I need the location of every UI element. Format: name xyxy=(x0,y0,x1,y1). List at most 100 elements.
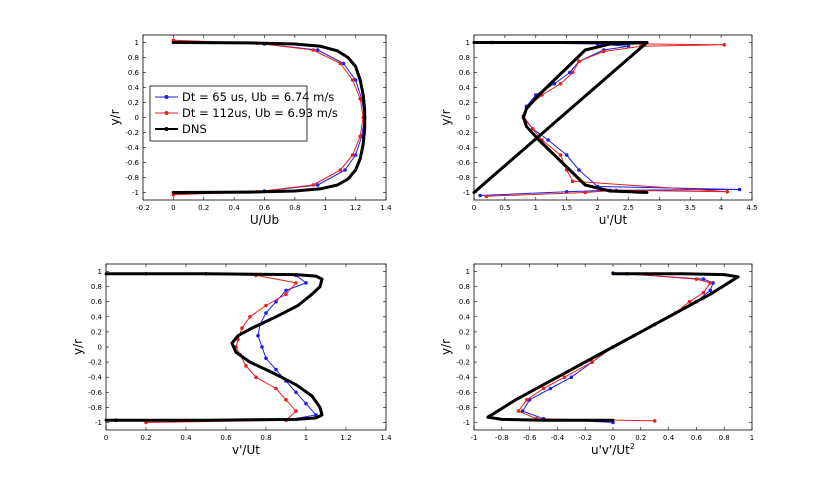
data-point xyxy=(701,290,706,295)
y-tick-label: 0.8 xyxy=(91,283,102,291)
x-tick-label: 1 xyxy=(750,434,754,442)
data-point xyxy=(354,168,357,172)
data-point xyxy=(522,116,525,119)
x-tick-label: 1.2 xyxy=(340,434,351,442)
data-point xyxy=(541,386,546,391)
data-point xyxy=(562,375,567,380)
y-axis-label: y/r xyxy=(439,339,453,355)
data-point xyxy=(338,61,343,66)
data-point xyxy=(358,78,362,82)
y-tick-label: 0.4 xyxy=(91,313,103,321)
data-point xyxy=(353,78,358,82)
y-tick-label: 0 xyxy=(135,114,139,122)
data-point xyxy=(358,157,362,161)
data-point xyxy=(296,304,300,307)
x-tick-label: -0.6 xyxy=(523,434,537,442)
data-point xyxy=(558,153,563,157)
x-axis-label-text: U/Ub xyxy=(250,213,279,227)
data-point xyxy=(472,41,476,44)
data-point xyxy=(314,274,318,278)
data-point xyxy=(568,63,572,67)
x-tick-label: 1.4 xyxy=(380,434,392,442)
data-point xyxy=(204,418,208,422)
x-tick-label: 0.4 xyxy=(180,434,192,442)
y-tick-label: 0.4 xyxy=(459,313,471,321)
data-point xyxy=(293,42,297,46)
data-point xyxy=(293,189,297,193)
data-point xyxy=(294,281,298,285)
series-dns xyxy=(104,272,324,422)
y-tick-label: 0.8 xyxy=(459,54,470,62)
x-tick-label: 0.6 xyxy=(220,434,232,442)
y-tick-label: 0.8 xyxy=(128,54,139,62)
data-point xyxy=(525,398,529,402)
chart-reynolds-stress: -1 -0.8 -0.6 -0.4 -0.2 0 0.2 0.4 0.6 0.8 1 -1 -0.8 -0… xyxy=(439,263,754,457)
legend-swatch-marker xyxy=(164,127,169,131)
data-point xyxy=(548,386,553,391)
data-point xyxy=(264,311,268,315)
data-point xyxy=(608,42,612,46)
data-point xyxy=(687,299,692,304)
data-point xyxy=(318,285,322,288)
y-tick-label: 0 xyxy=(466,344,470,352)
x-tick-label: 1 xyxy=(304,434,308,442)
x-tick-label: 0.8 xyxy=(719,434,730,442)
data-point xyxy=(310,292,314,296)
chart-mean-velocity: -0.2 0 0.2 0.4 0.6 0.8 1 1.2 1.4 -1 -0.8 -0.6 -0.4 -0… xyxy=(108,34,392,227)
data-point xyxy=(336,183,339,187)
data-point xyxy=(236,334,240,338)
y-tick-label: -0.4 xyxy=(456,374,470,382)
data-point xyxy=(260,345,264,349)
data-point xyxy=(652,419,657,423)
data-point xyxy=(478,193,483,198)
data-point xyxy=(104,272,108,276)
x-tick-label: 0 xyxy=(472,204,476,212)
y-tick-label: -0.6 xyxy=(456,159,470,167)
y-tick-label: 0.2 xyxy=(91,328,102,336)
data-point xyxy=(343,168,347,172)
data-point xyxy=(514,398,518,402)
data-point xyxy=(264,303,268,308)
x-tick-label: -0.2 xyxy=(578,434,592,442)
data-point xyxy=(537,93,541,97)
data-point xyxy=(353,153,358,157)
y-tick-label: -0.8 xyxy=(456,174,470,182)
y-tick-label: -1 xyxy=(463,419,470,427)
x-tick-label: 0.2 xyxy=(198,204,209,212)
data-point xyxy=(315,48,320,52)
data-point xyxy=(284,288,288,293)
data-point xyxy=(722,43,726,47)
legend-label: DNS xyxy=(182,122,207,136)
data-point xyxy=(247,190,251,194)
y-tick-label: 0.8 xyxy=(459,283,470,291)
legend-label: Dt = 65 us, Ub = 6.74 m/s xyxy=(182,90,334,104)
data-point xyxy=(315,183,320,187)
y-tick-label: -0.4 xyxy=(88,374,102,382)
x-tick-label: -1 xyxy=(471,434,478,442)
data-point xyxy=(294,409,298,413)
data-point xyxy=(725,190,730,194)
data-point xyxy=(558,82,563,86)
data-point xyxy=(708,288,713,293)
chart-axial-rms: 0 0.5 1 1.5 2 2.5 3 3.5 4 4.5 -1 -0.8 -0.6 -0.4 -0.2 0 0… xyxy=(439,34,758,227)
x-axis-label-text: u'v'/Ut xyxy=(591,443,630,457)
data-point xyxy=(645,41,649,44)
data-point xyxy=(571,70,575,75)
data-point xyxy=(274,386,278,391)
data-point xyxy=(611,418,615,422)
data-point xyxy=(311,183,315,187)
data-point xyxy=(708,292,712,296)
data-point xyxy=(568,70,572,75)
y-tick-label: -0.8 xyxy=(125,174,139,182)
data-point xyxy=(230,341,234,345)
data-point xyxy=(601,49,606,54)
x-tick-label: 1.4 xyxy=(380,204,392,212)
y-tick-label: 1 xyxy=(135,39,139,47)
data-point xyxy=(590,360,594,364)
data-point xyxy=(264,356,268,361)
data-point xyxy=(350,78,355,82)
series-line xyxy=(472,41,649,194)
data-point xyxy=(240,326,244,330)
data-point xyxy=(681,272,684,276)
